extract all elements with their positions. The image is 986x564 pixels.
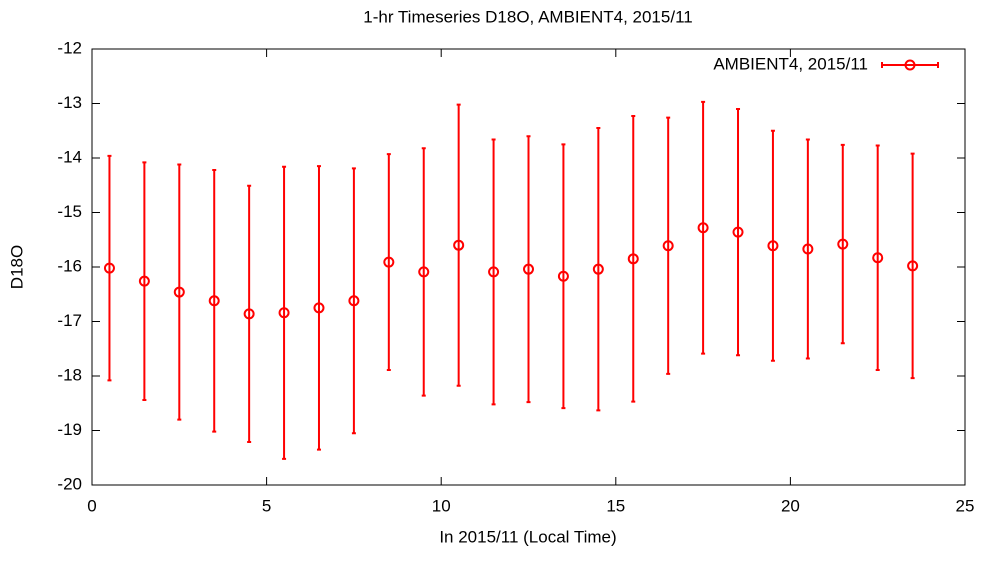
error-bar xyxy=(770,129,775,362)
error-bar xyxy=(491,138,496,406)
legend-swatch xyxy=(904,59,916,71)
point xyxy=(592,263,604,275)
point xyxy=(138,275,150,287)
x-tick-label: 15 xyxy=(606,496,625,515)
point xyxy=(907,260,919,272)
y-tick-label: -15 xyxy=(57,202,82,221)
x-tick-label: 25 xyxy=(956,496,975,515)
error-bar xyxy=(456,103,461,387)
chart-title: 1-hr Timeseries D18O, AMBIENT4, 2015/11 xyxy=(363,7,692,26)
y-tick-label: -20 xyxy=(57,474,82,493)
error-bar xyxy=(875,144,880,372)
y-axis-label: D18O xyxy=(7,245,26,289)
point xyxy=(208,295,220,307)
y-tick-label: -13 xyxy=(57,93,82,112)
point xyxy=(103,262,115,274)
error-bar xyxy=(177,163,182,421)
legend-swatch xyxy=(881,62,939,68)
error-bar xyxy=(316,165,321,451)
x-tick-label: 10 xyxy=(432,496,451,515)
point xyxy=(383,256,395,268)
y-tick-label: -17 xyxy=(57,311,82,330)
error-bar xyxy=(421,147,426,397)
x-axis-label: In 2015/11 (Local Time) xyxy=(439,527,616,546)
x-tick-label: 0 xyxy=(87,496,96,515)
error-bar xyxy=(526,135,531,404)
point xyxy=(173,286,185,298)
y-tick-label: -19 xyxy=(57,420,82,439)
point xyxy=(313,302,325,314)
x-tick-label: 20 xyxy=(781,496,800,515)
error-bar xyxy=(736,107,741,357)
error-bar xyxy=(701,100,706,355)
point xyxy=(523,263,534,275)
point xyxy=(453,239,465,251)
error-bar xyxy=(282,165,287,460)
y-tick-label: -12 xyxy=(57,38,82,57)
point xyxy=(418,266,430,278)
point xyxy=(348,295,360,307)
point xyxy=(627,253,639,265)
error-bar xyxy=(107,154,112,382)
error-bar xyxy=(910,152,915,380)
y-tick-label: -14 xyxy=(57,147,82,166)
error-bar xyxy=(631,115,636,403)
point xyxy=(802,243,814,255)
point xyxy=(557,270,569,282)
y-tick-label: -18 xyxy=(57,365,82,384)
point xyxy=(662,240,674,252)
error-bar xyxy=(351,167,356,435)
error-bar xyxy=(840,143,845,345)
error-bar xyxy=(666,116,671,375)
y-tick-label: -16 xyxy=(57,256,82,275)
point xyxy=(243,308,255,320)
point xyxy=(732,226,744,238)
error-bar xyxy=(596,127,601,412)
point xyxy=(872,252,884,264)
error-bar xyxy=(805,138,810,360)
point xyxy=(697,222,709,234)
error-bar xyxy=(247,184,252,443)
point xyxy=(837,238,849,250)
error-bar xyxy=(212,168,217,433)
point xyxy=(278,307,290,319)
point xyxy=(767,240,779,252)
legend-label: AMBIENT4, 2015/11 xyxy=(713,54,868,73)
x-tick-label: 5 xyxy=(262,496,271,515)
error-bar xyxy=(142,161,147,401)
point xyxy=(488,266,500,278)
error-bar xyxy=(386,153,391,372)
error-bar xyxy=(561,143,566,410)
